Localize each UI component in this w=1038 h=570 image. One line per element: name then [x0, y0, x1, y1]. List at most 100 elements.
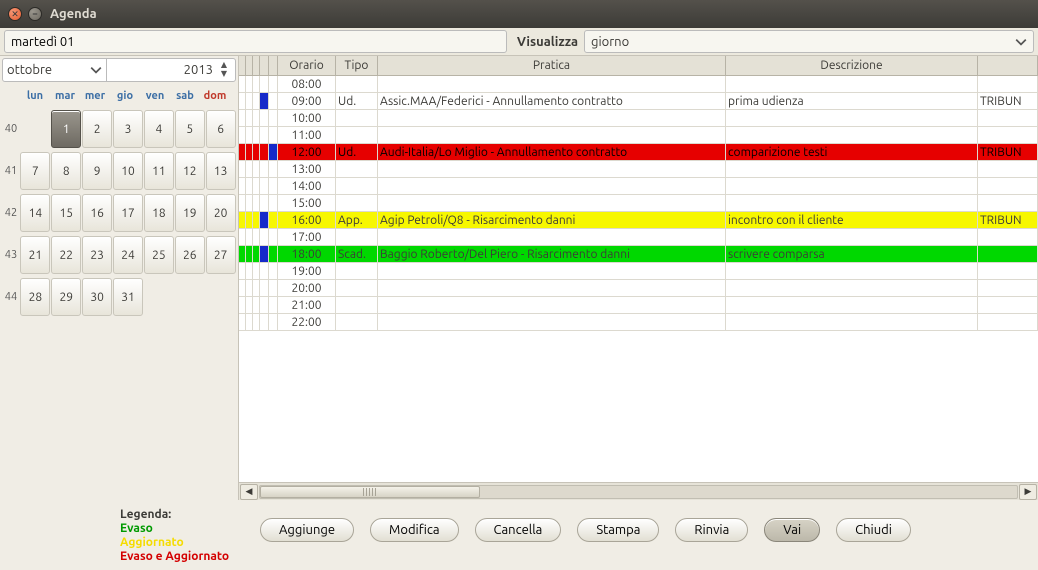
cell-tipo — [336, 314, 378, 330]
status-marker — [269, 161, 278, 177]
cell-tipo — [336, 297, 378, 313]
calendar-day[interactable]: 29 — [51, 278, 81, 316]
cell-descrizione — [726, 161, 978, 177]
calendar-day[interactable]: 31 — [113, 278, 143, 316]
schedule-row[interactable]: 15:00 — [239, 195, 1038, 212]
calendar-week: 40123456 — [2, 108, 236, 150]
dow-lun: lun — [20, 90, 50, 102]
calendar-day[interactable]: 13 — [206, 152, 236, 190]
visualizza-select[interactable]: giorno — [584, 30, 1034, 53]
col-descrizione[interactable]: Descrizione — [726, 56, 978, 75]
cancella-button[interactable]: Cancella — [475, 518, 562, 542]
dow-ven: ven — [140, 90, 170, 102]
schedule-row[interactable]: 13:00 — [239, 161, 1038, 178]
status-marker — [260, 144, 269, 160]
cell-pratica — [378, 297, 726, 313]
schedule-row[interactable]: 14:00 — [239, 178, 1038, 195]
spin-down-icon[interactable]: ▼ — [217, 70, 231, 79]
cell-extra — [978, 110, 1038, 126]
schedule-row[interactable]: 08:00 — [239, 76, 1038, 93]
row-prefix — [246, 110, 253, 126]
calendar-week: 4321222324252627 — [2, 234, 236, 276]
stampa-button[interactable]: Stampa — [577, 518, 659, 542]
calendar-day[interactable]: 5 — [175, 110, 205, 148]
date-input[interactable] — [4, 30, 507, 53]
schedule-row[interactable]: 10:00 — [239, 110, 1038, 127]
calendar-day[interactable]: 27 — [206, 236, 236, 274]
vai-button[interactable]: Vai — [764, 518, 820, 542]
calendar-day[interactable]: 17 — [113, 194, 143, 232]
cell-orario: 10:00 — [278, 110, 336, 126]
cell-orario: 12:00 — [278, 144, 336, 160]
schedule-row[interactable]: 21:00 — [239, 297, 1038, 314]
year-spinner[interactable]: 2013 ▲▼ — [106, 58, 236, 82]
col-tipo[interactable]: Tipo — [336, 56, 378, 75]
calendar-day[interactable]: 25 — [144, 236, 174, 274]
calendar-day[interactable]: 16 — [82, 194, 112, 232]
rinvia-button[interactable]: Rinvia — [675, 518, 748, 542]
schedule-row[interactable]: 16:00App.Agip Petroli/Q8 - Risarcimento … — [239, 212, 1038, 229]
row-prefix — [246, 314, 253, 330]
calendar-day[interactable]: 3 — [113, 110, 143, 148]
calendar-day[interactable]: 15 — [51, 194, 81, 232]
col-pratica[interactable]: Pratica — [378, 56, 726, 75]
row-prefix — [253, 263, 260, 279]
schedule-row[interactable]: 19:00 — [239, 263, 1038, 280]
window-minimize-icon[interactable]: – — [28, 7, 42, 21]
cell-descrizione — [726, 229, 978, 245]
calendar-day[interactable]: 12 — [175, 152, 205, 190]
scroll-left-icon[interactable]: ◀ — [240, 484, 258, 500]
calendar-day[interactable]: 19 — [175, 194, 205, 232]
calendar-day[interactable]: 8 — [51, 152, 81, 190]
window-close-icon[interactable]: ✕ — [8, 7, 22, 21]
col-orario[interactable]: Orario — [278, 56, 336, 75]
month-spinner[interactable]: ottobre — [2, 58, 107, 82]
calendar-day[interactable]: 2 — [82, 110, 112, 148]
cell-extra — [978, 178, 1038, 194]
calendar-day[interactable]: 11 — [144, 152, 174, 190]
calendar-day[interactable]: 6 — [206, 110, 236, 148]
calendar-day[interactable]: 14 — [20, 194, 50, 232]
calendar-day[interactable]: 9 — [82, 152, 112, 190]
calendar-day[interactable]: 28 — [20, 278, 50, 316]
chiudi-button[interactable]: Chiudi — [836, 518, 911, 542]
cell-tipo: Ud. — [336, 144, 378, 160]
calendar-day[interactable]: 23 — [82, 236, 112, 274]
horizontal-scrollbar[interactable]: ◀ ▶ — [239, 482, 1038, 500]
aggiunge-button[interactable]: Aggiunge — [260, 518, 354, 542]
calendar-day[interactable]: 21 — [20, 236, 50, 274]
row-prefix — [239, 229, 246, 245]
chevron-down-icon — [1015, 36, 1027, 48]
modifica-button[interactable]: Modifica — [370, 518, 458, 542]
calendar-day[interactable]: 4 — [144, 110, 174, 148]
schedule-row[interactable]: 20:00 — [239, 280, 1038, 297]
row-prefix — [253, 212, 260, 228]
row-prefix — [239, 280, 246, 296]
week-number: 44 — [2, 291, 20, 303]
legend: Legenda: Evaso Aggiornato Evaso e Aggior… — [120, 508, 229, 564]
status-marker — [269, 280, 278, 296]
cell-orario: 18:00 — [278, 246, 336, 262]
schedule-row[interactable]: 12:00Ud.Audi-Italia/Lo Miglio - Annullam… — [239, 144, 1038, 161]
year-value: 2013 — [184, 63, 213, 77]
legend-evaso-aggiornato: Evaso e Aggiornato — [120, 550, 229, 564]
calendar-day[interactable]: 24 — [113, 236, 143, 274]
scroll-thumb[interactable] — [260, 486, 480, 498]
schedule-row[interactable]: 17:00 — [239, 229, 1038, 246]
calendar-day[interactable]: 20 — [206, 194, 236, 232]
calendar-day[interactable]: 7 — [20, 152, 50, 190]
calendar-day[interactable]: 10 — [113, 152, 143, 190]
schedule-row[interactable]: 18:00Scad.Baggio Roberto/Del Piero - Ris… — [239, 246, 1038, 263]
cell-tipo: Scad. — [336, 246, 378, 262]
calendar-day[interactable]: 22 — [51, 236, 81, 274]
schedule-row[interactable]: 22:00 — [239, 314, 1038, 331]
schedule-row[interactable]: 09:00Ud.Assic.MAA/Federici - Annullament… — [239, 93, 1038, 110]
calendar-day[interactable]: 1 — [51, 110, 81, 148]
calendar-day[interactable]: 30 — [82, 278, 112, 316]
scroll-track[interactable] — [259, 485, 1018, 499]
calendar-day[interactable]: 18 — [144, 194, 174, 232]
grid-header: Orario Tipo Pratica Descrizione — [239, 56, 1038, 76]
scroll-right-icon[interactable]: ▶ — [1019, 484, 1037, 500]
schedule-row[interactable]: 11:00 — [239, 127, 1038, 144]
calendar-day[interactable]: 26 — [175, 236, 205, 274]
